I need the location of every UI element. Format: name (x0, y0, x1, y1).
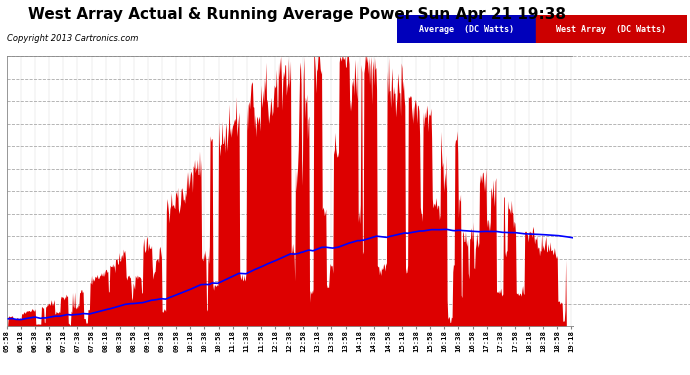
Bar (536, 15, 687, 43)
Text: West Array Actual & Running Average Power Sun Apr 21 19:38: West Array Actual & Running Average Powe… (28, 8, 566, 22)
Text: Copyright 2013 Cartronics.com: Copyright 2013 Cartronics.com (7, 34, 138, 43)
Text: Average  (DC Watts): Average (DC Watts) (419, 25, 514, 34)
Text: West Array  (DC Watts): West Array (DC Watts) (556, 25, 667, 34)
Bar (397, 15, 536, 43)
